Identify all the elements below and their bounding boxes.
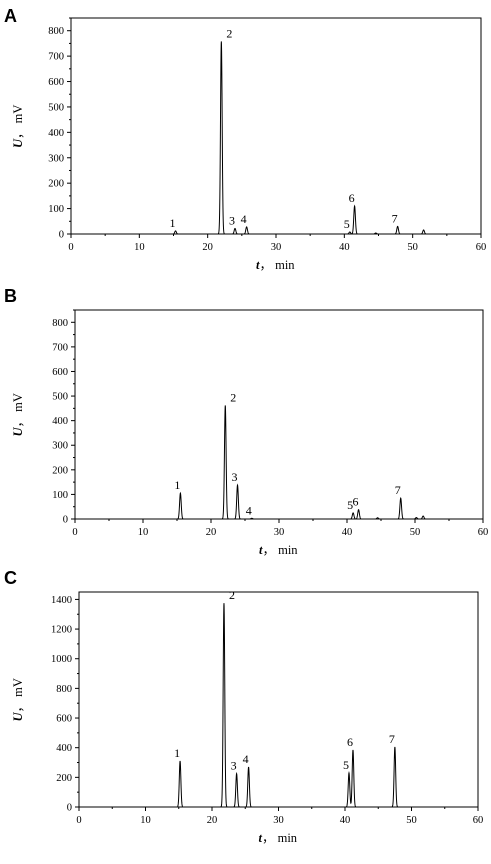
peak-label: 3	[231, 759, 237, 773]
peak-label: 7	[395, 483, 401, 497]
peak-label: 5	[347, 498, 353, 512]
y-tick-label: 600	[52, 367, 68, 378]
x-axis-title: t， min	[259, 543, 298, 557]
x-axis-title: t， min	[256, 258, 295, 272]
x-tick-label: 50	[406, 815, 417, 826]
chart-panel-a: A 0 100 200 300 400 500 600 700 800 0 10 20 30 40 50 60 t…	[4, 6, 486, 272]
chart-panel-c: C 0 200 400 600 800 1000 1200 1400 0 10 20 30 40 50 60 t…	[4, 568, 483, 845]
y-tick-label: 800	[48, 26, 64, 37]
x-tick-label: 20	[207, 815, 218, 826]
y-tick-label: 300	[48, 153, 64, 164]
peak-label: 6	[349, 191, 355, 205]
peak-label: 1	[170, 216, 176, 230]
y-tick-label: 200	[56, 773, 72, 784]
y-tick-label: 0	[63, 515, 68, 526]
y-tick-label: 0	[59, 230, 64, 241]
y-tick-label: 500	[48, 102, 64, 113]
x-tick-label: 10	[138, 527, 149, 538]
chart-panel-b: B 0 100 200 300 400 500 600 700 800 0 10 20 30 40 50 60 t…	[4, 286, 488, 557]
x-tick-label: 40	[340, 815, 351, 826]
y-tick-label: 100	[52, 490, 68, 501]
peak-label: 5	[343, 758, 349, 772]
y-tick-label: 400	[52, 416, 68, 427]
x-tick-label: 30	[274, 527, 285, 538]
x-tick-label: 10	[134, 242, 145, 253]
chromatogram-trace	[79, 603, 478, 808]
y-tick-label: 600	[48, 77, 64, 88]
y-axis-title: U， mV	[11, 678, 25, 721]
x-axis-title: t， min	[259, 831, 298, 845]
peak-label: 6	[347, 735, 353, 749]
peak-label: 5	[344, 217, 350, 231]
chromatogram-trace	[71, 41, 481, 235]
y-tick-label: 800	[52, 318, 68, 329]
y-tick-label: 300	[52, 441, 68, 452]
y-tick-label: 200	[52, 465, 68, 476]
peak-label: 2	[226, 26, 232, 40]
peak-label: 7	[389, 732, 395, 746]
panel-letter: C	[4, 568, 17, 588]
x-tick-label: 30	[273, 815, 284, 826]
y-tick-label: 0	[67, 803, 72, 814]
y-tick-label: 800	[56, 684, 72, 695]
y-tick-label: 1200	[51, 625, 72, 636]
x-tick-label: 0	[72, 527, 77, 538]
x-tick-label: 50	[407, 242, 418, 253]
x-tick-label: 60	[478, 527, 489, 538]
x-tick-label: 0	[68, 242, 73, 253]
peak-label: 6	[353, 495, 359, 509]
x-tick-label: 50	[410, 527, 421, 538]
plot-frame	[70, 17, 482, 235]
x-tick-label: 10	[140, 815, 151, 826]
plot-frame	[74, 309, 484, 520]
y-tick-label: 700	[52, 342, 68, 353]
peak-label: 4	[243, 752, 249, 766]
x-tick-label: 0	[76, 815, 81, 826]
peak-label: 3	[229, 213, 235, 227]
peak-label: 2	[230, 390, 236, 404]
plot-frame	[78, 591, 479, 808]
peak-label: 4	[241, 212, 247, 226]
peak-label: 4	[246, 503, 252, 517]
panel-letter: A	[4, 6, 17, 26]
y-tick-label: 700	[48, 52, 64, 63]
peak-label: 2	[229, 588, 235, 602]
chromatogram-trace	[75, 405, 483, 520]
y-tick-label: 500	[52, 392, 68, 403]
peak-label: 1	[174, 478, 180, 492]
y-tick-label: 200	[48, 179, 64, 190]
panel-letter: B	[4, 286, 17, 306]
x-tick-label: 40	[342, 527, 353, 538]
y-axis-title: U， mV	[11, 105, 25, 148]
y-axis-title: U， mV	[11, 393, 25, 436]
peak-label: 3	[232, 470, 238, 484]
y-tick-label: 600	[56, 714, 72, 725]
x-tick-label: 60	[473, 815, 484, 826]
peak-label: 7	[392, 211, 398, 225]
x-tick-label: 20	[206, 527, 217, 538]
y-tick-label: 400	[48, 128, 64, 139]
y-tick-label: 1000	[51, 654, 72, 665]
x-tick-label: 30	[271, 242, 282, 253]
x-tick-label: 20	[202, 242, 213, 253]
x-tick-label: 60	[476, 242, 487, 253]
x-tick-label: 40	[339, 242, 350, 253]
y-tick-label: 400	[56, 743, 72, 754]
y-tick-label: 1400	[51, 595, 72, 606]
y-tick-label: 100	[48, 204, 64, 215]
peak-label: 1	[174, 746, 180, 760]
